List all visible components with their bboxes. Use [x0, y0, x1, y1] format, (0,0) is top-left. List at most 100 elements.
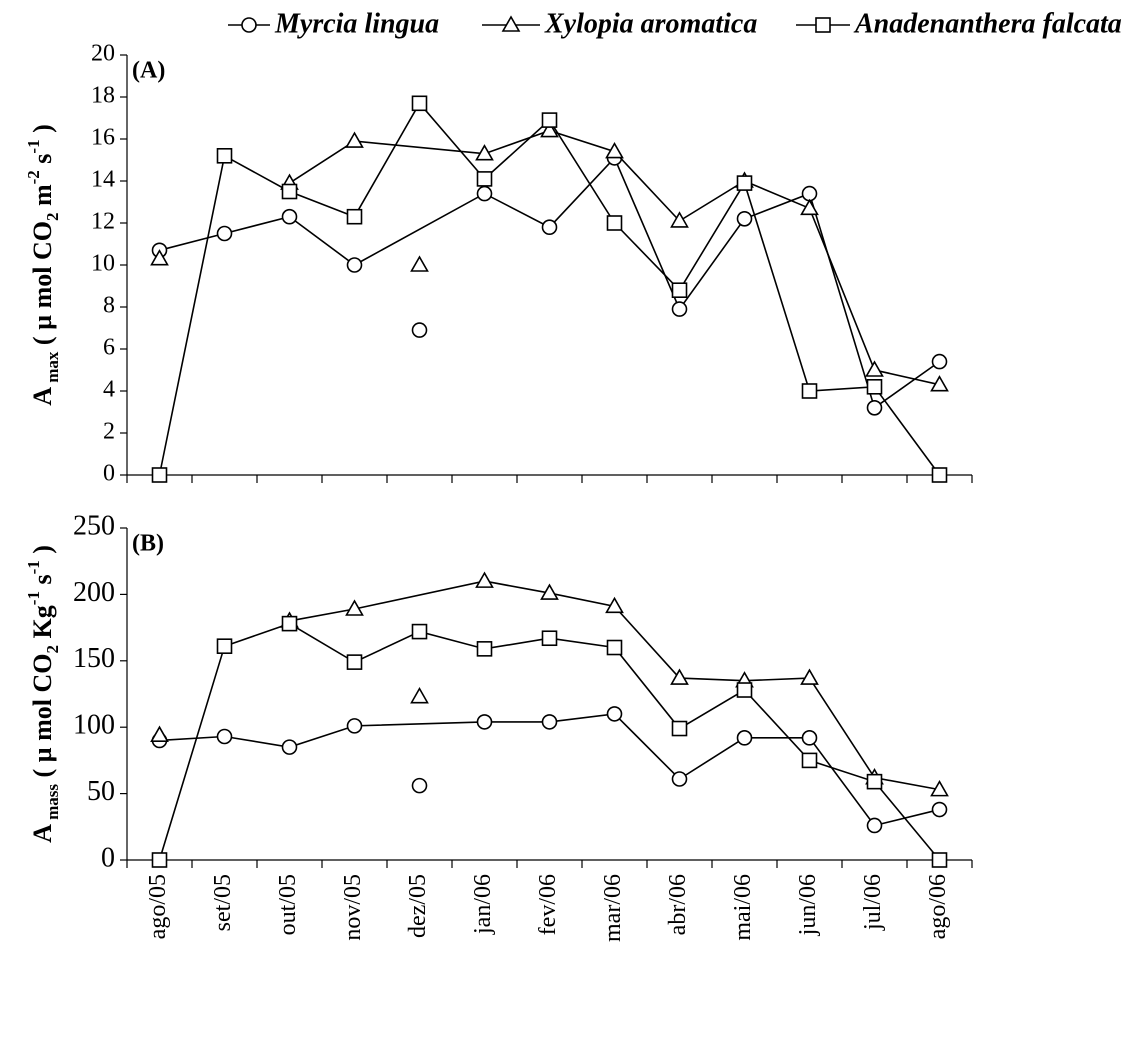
marker	[670, 211, 689, 228]
y-tick-label: 0	[101, 842, 115, 873]
y-tick-label: 150	[73, 643, 115, 674]
marker	[411, 95, 428, 112]
marker	[540, 120, 559, 138]
y-axis-label-part: mass	[43, 784, 62, 825]
marker	[605, 596, 624, 614]
marker	[801, 383, 818, 399]
x-tick-label: fev/06	[535, 874, 561, 935]
y-tick-label: 2	[103, 419, 115, 445]
y-tick-label: 4	[103, 377, 115, 403]
y-axis-label-part: 2	[43, 213, 62, 222]
y-tick-label: 100	[73, 710, 115, 741]
y-axis-label-part: -1	[24, 560, 43, 574]
marker	[671, 771, 688, 787]
y-axis-label-part: ( µ mol CO	[28, 221, 57, 352]
marker	[930, 780, 949, 797]
marker	[670, 668, 689, 685]
series-line	[289, 580, 940, 791]
y-axis-label-part: m	[28, 184, 57, 213]
y-tick-label: 12	[91, 209, 115, 235]
marker	[671, 301, 688, 317]
y-tick-label: 0	[103, 461, 115, 487]
marker	[606, 639, 623, 656]
y-axis-label-part: s	[28, 154, 57, 171]
marker	[866, 817, 883, 834]
marker	[605, 141, 624, 159]
legend-label: Anadenanthera falcata	[853, 8, 1122, 39]
y-tick-label: 6	[103, 335, 115, 361]
series-line	[158, 101, 941, 476]
x-tick-label: out/05	[275, 874, 301, 935]
marker	[476, 641, 493, 657]
marker	[606, 215, 623, 231]
series-line	[159, 713, 940, 827]
marker	[476, 171, 493, 187]
y-axis-label-part: )	[28, 124, 57, 139]
marker	[931, 852, 948, 868]
marker	[801, 730, 818, 746]
marker	[151, 852, 168, 868]
marker	[736, 175, 753, 191]
y-tick-label: 250	[73, 510, 115, 541]
y-axis-label-part: s	[28, 574, 57, 591]
marker	[736, 211, 753, 227]
legend-marker	[241, 17, 257, 33]
marker	[281, 615, 298, 632]
marker	[541, 112, 558, 128]
marker	[345, 599, 364, 616]
marker	[931, 801, 948, 818]
marker	[736, 682, 753, 698]
marker	[800, 668, 819, 685]
x-tick-label: jun/06	[795, 874, 821, 936]
x-tick-label: ago/06	[925, 874, 951, 939]
y-axis-label-part: Kg	[28, 605, 57, 645]
x-tick-label: set/05	[210, 874, 236, 931]
marker	[346, 654, 363, 670]
y-tick-label: 14	[91, 167, 115, 193]
x-tick-label: mai/06	[730, 874, 756, 941]
marker	[216, 638, 233, 654]
legend-marker	[815, 17, 831, 33]
marker	[281, 739, 298, 755]
y-axis-label-part: -1	[24, 591, 43, 605]
y-axis-label-part: 2	[43, 645, 62, 654]
marker	[800, 198, 819, 216]
marker	[541, 714, 558, 730]
marker	[671, 720, 688, 737]
marker	[281, 183, 298, 200]
marker	[151, 467, 168, 483]
marker	[410, 255, 429, 272]
y-tick-label: 200	[73, 577, 115, 608]
x-tick-label: abr/06	[665, 874, 691, 935]
marker	[346, 257, 363, 273]
marker	[866, 378, 883, 395]
series-line	[289, 129, 940, 386]
x-tick-label: mar/06	[600, 874, 626, 942]
marker	[150, 249, 169, 266]
x-tick-label: ago/05	[145, 874, 171, 939]
marker	[216, 728, 233, 745]
marker	[541, 219, 558, 235]
legend-label: Xylopia aromatica	[544, 8, 757, 39]
marker	[606, 706, 623, 722]
y-tick-label: 8	[103, 293, 115, 319]
legend-marker	[501, 15, 521, 32]
marker	[216, 225, 233, 242]
marker	[931, 353, 948, 370]
marker	[476, 714, 493, 730]
marker	[540, 583, 559, 600]
marker	[150, 725, 169, 742]
marker	[930, 375, 949, 392]
x-tick-label: jan/06	[470, 874, 496, 935]
y-tick-label: 50	[87, 776, 115, 807]
panel-label: (B)	[132, 531, 164, 557]
marker	[411, 777, 428, 794]
y-axis-label-part: ( µ mol CO	[28, 653, 57, 784]
legend-label: Myrcia lingua	[274, 8, 439, 39]
y-axis-label-part: -2	[24, 170, 43, 184]
marker	[281, 208, 298, 225]
series-line	[158, 622, 941, 861]
marker	[346, 208, 363, 225]
y-tick-label: 18	[91, 83, 115, 109]
panel-label: (A)	[132, 58, 165, 84]
